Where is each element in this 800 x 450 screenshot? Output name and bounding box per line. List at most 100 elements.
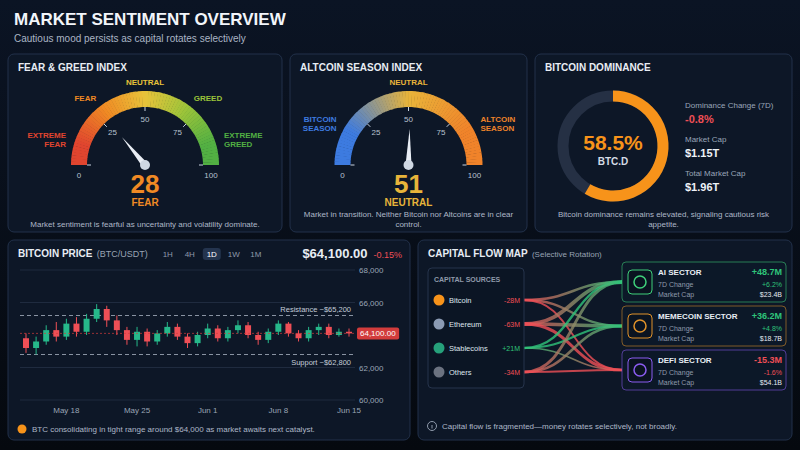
flow-link [524,324,622,370]
zone-label: EXTREMEFEAR [27,131,66,149]
text-line: Bitcoin dominance remains elevated, sign… [558,210,770,219]
source-icon [434,295,445,306]
timeframe-active[interactable] [203,248,221,260]
text-line: Market sentiment is fearful as uncertain… [30,220,259,229]
source-name: Stablecoins [449,344,488,353]
gauge-status: FEAR [131,197,159,208]
price-tag-label: 64,100.00 [360,329,396,338]
candle-body [265,332,271,340]
zone-label: FEAR [74,94,96,103]
source-value: -63M [504,321,520,328]
tick-label: 0 [77,171,82,180]
sector-change: +4.8% [762,325,782,332]
candle-body [316,327,322,330]
tick-mark [199,165,203,166]
tick-label: 0 [340,171,345,180]
tick-label: 60,000 [359,396,384,405]
stat-value: -0.8% [685,113,714,125]
needle [406,129,412,165]
flow-link [524,326,622,372]
last-price-line [20,333,355,334]
tick-label: 66,000 [359,299,384,308]
timeframe-button[interactable]: 4H [185,250,195,259]
zone-label: BITCOINSEASON [303,115,337,133]
gauge-band [466,162,482,165]
candle-body [134,332,140,340]
candle-body [104,309,110,320]
candle-body [225,330,231,338]
stat-label: Market Cap [685,135,727,144]
flow-link [524,348,622,370]
source-value: -34M [504,369,520,376]
page-title: MARKET SENTIMENT OVERVIEW [14,10,287,29]
tick-mark [463,165,467,166]
candle-body [296,333,302,338]
source-name: Others [449,368,472,377]
caption: Bitcoin dominance remains elevated, sign… [558,210,770,229]
level-label: Support ~$62,800 [291,358,351,367]
flow-link [524,370,622,372]
sector-card [622,350,786,390]
tick-label: 100 [468,171,482,180]
sector-icon-glyph [634,364,646,376]
candle-body [124,330,130,340]
candle-body [73,324,79,332]
candle-body [33,342,39,349]
price-tag [357,327,399,339]
level-label: Resistance ~$65,200 [280,305,351,314]
candle-body [174,327,180,337]
tick-label: 75 [437,128,446,137]
text-line: SEASON [480,124,514,133]
stat-label: Total Market Cap [685,169,746,178]
candle-body [255,335,261,340]
sector-icon-glyph [634,320,646,332]
timeframe-button[interactable]: 1W [228,250,240,259]
timeframe-button[interactable]: 1M [250,250,261,259]
info-icon [428,422,437,431]
source-value: +21M [502,345,520,352]
candle-body [63,324,69,337]
source-icon [434,367,445,378]
stat-value: $1.96T [685,181,720,193]
tick-label: 25 [108,128,117,137]
source-value: -28M [504,297,520,304]
panel [8,240,410,440]
text-line: control. [395,220,421,229]
panel-title: BITCOIN PRICE [18,248,93,259]
donut-track [563,96,663,196]
candle-body [114,320,120,330]
x-tick-label: Jun 1 [198,406,218,415]
sector-flow: +36.2M [752,311,782,321]
source-name: Ethereum [449,320,482,329]
gauge-value: 51 [394,169,423,199]
panel [290,54,527,232]
sector-cap: $23.4B [760,291,783,298]
gauge-arc [335,91,483,165]
tick-label: 62,000 [359,364,384,373]
text-line: FEAR [44,140,66,149]
donut-center-label: BTC.D [598,156,629,167]
timeframe-button[interactable]: 1H [163,250,173,259]
flow-link [524,282,622,372]
text-line: Market in transition. Neither Bitcoin no… [304,210,514,219]
x-tick-label: May 25 [124,406,151,415]
sector-change: +6.2% [762,281,782,288]
sector-change-label: 7D Change [658,325,694,333]
panel-title: ALTCOIN SEASON INDEX [300,62,422,73]
info-icon-stem [432,425,433,429]
x-tick-label: Jun 15 [337,406,362,415]
candle-body [195,335,201,343]
timeframe-button[interactable]: 1D [207,250,217,259]
sources-box [428,268,524,388]
panel [8,54,282,232]
candle-body [94,309,100,319]
grid-line [20,367,355,368]
x-tick-label: May 18 [53,406,80,415]
sector-icon [628,270,652,294]
sector-cap: $18.7B [760,335,783,342]
tick-mark [367,124,370,127]
candle-body [235,325,241,330]
gauge-band [142,91,146,107]
sector-cap-label: Market Cap [658,379,694,387]
panel-title: FEAR & GREED INDEX [18,62,127,73]
